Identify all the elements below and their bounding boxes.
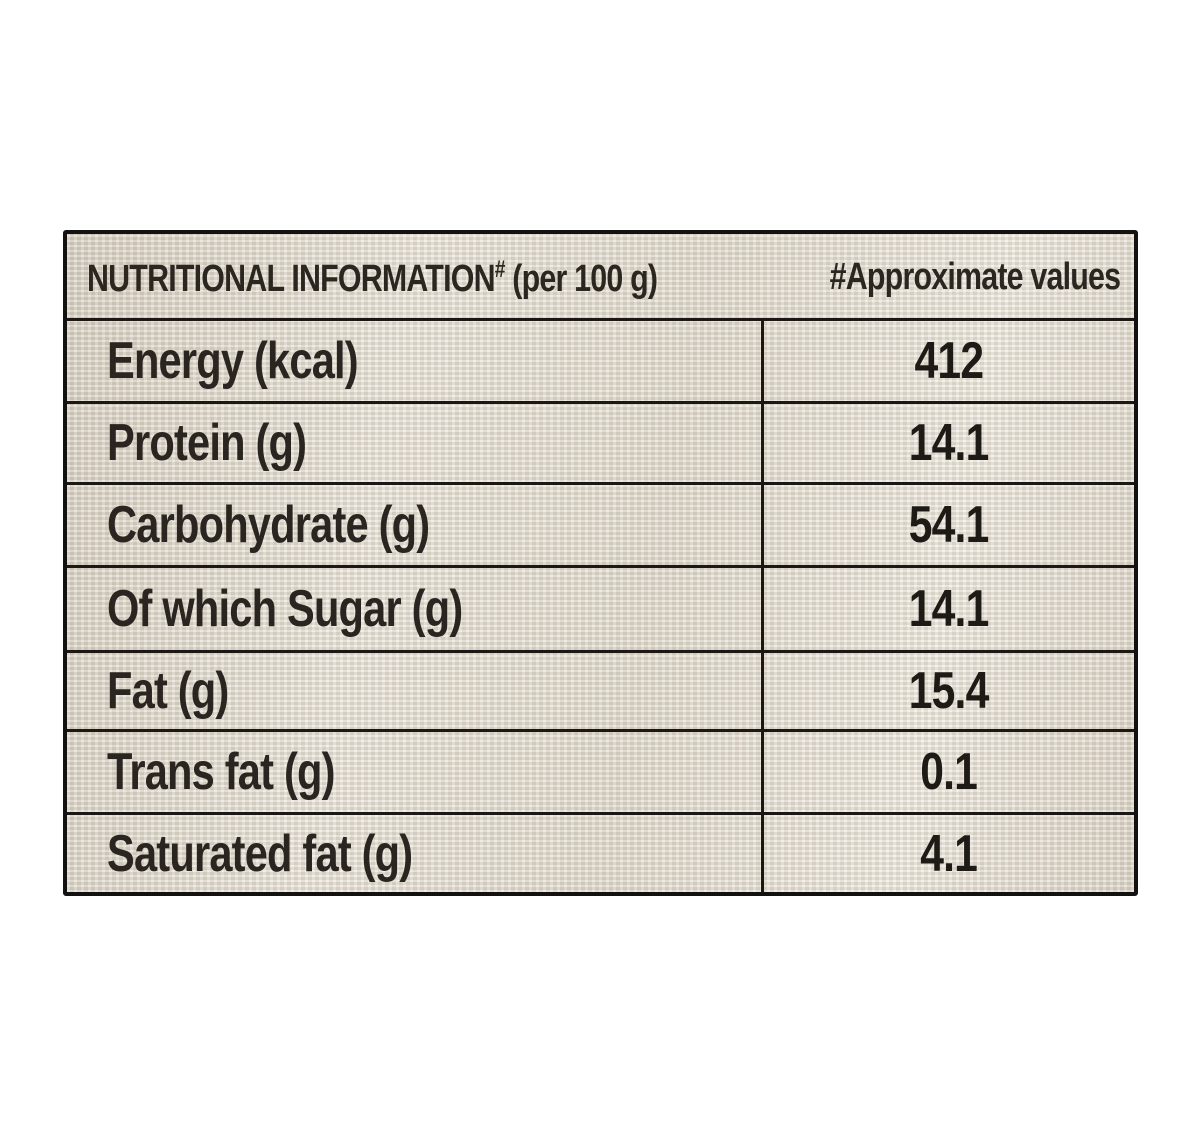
- value-text: 0.1: [920, 743, 979, 801]
- table-row: Protein (g) 14.1: [67, 404, 1134, 485]
- column-divider: [761, 485, 764, 565]
- nutrition-header: NUTRITIONAL INFORMATION# (per 100 g) #Ap…: [67, 234, 1134, 321]
- header-title-mark: #: [494, 256, 506, 283]
- column-divider: [761, 653, 764, 729]
- column-divider: [761, 568, 764, 650]
- table-row: Fat (g) 15.4: [67, 653, 1134, 732]
- row-value-protein: 14.1: [764, 404, 1134, 482]
- row-label-carbohydrate: Carbohydrate (g): [107, 496, 430, 554]
- row-label-trans-fat: Trans fat (g): [107, 743, 335, 801]
- nutrition-panel: NUTRITIONAL INFORMATION# (per 100 g) #Ap…: [63, 230, 1138, 896]
- column-divider: [761, 815, 764, 892]
- value-text: 412: [914, 332, 985, 390]
- table-row: Trans fat (g) 0.1: [67, 732, 1134, 815]
- row-value-trans-fat: 0.1: [764, 732, 1134, 812]
- table-row: Carbohydrate (g) 54.1: [67, 485, 1134, 568]
- header-title-text: NUTRITIONAL INFORMATION: [87, 258, 496, 300]
- row-label-fat: Fat (g): [107, 662, 229, 720]
- table-row: Of which Sugar (g) 14.1: [67, 568, 1134, 653]
- value-text: 14.1: [909, 414, 990, 472]
- value-text: 54.1: [909, 496, 990, 554]
- column-divider: [761, 404, 764, 482]
- row-label-energy: Energy (kcal): [107, 332, 359, 390]
- row-label-protein: Protein (g): [107, 414, 307, 472]
- table-row: Saturated fat (g) 4.1: [67, 815, 1134, 892]
- row-value-fat: 15.4: [764, 653, 1134, 729]
- table-row: Energy (kcal) 412: [67, 321, 1134, 404]
- column-divider: [761, 732, 764, 812]
- header-title: NUTRITIONAL INFORMATION# (per 100 g): [87, 256, 658, 301]
- nutrition-table: Energy (kcal) 412 Protein (g) 14.1 Carbo…: [67, 321, 1134, 892]
- value-text: 4.1: [920, 824, 979, 883]
- row-value-saturated-fat: 4.1: [764, 815, 1134, 892]
- value-text: 14.1: [909, 580, 990, 638]
- header-basis: (per 100 g): [512, 258, 658, 300]
- row-value-carbohydrate: 54.1: [764, 485, 1134, 565]
- header-note: #Approximate values: [829, 256, 1120, 298]
- column-divider: [761, 321, 764, 401]
- value-text: 15.4: [909, 662, 990, 720]
- row-label-saturated-fat: Saturated fat (g): [107, 824, 413, 883]
- row-value-energy: 412: [764, 321, 1134, 401]
- row-value-sugar: 14.1: [764, 568, 1134, 650]
- row-label-sugar: Of which Sugar (g): [107, 580, 463, 638]
